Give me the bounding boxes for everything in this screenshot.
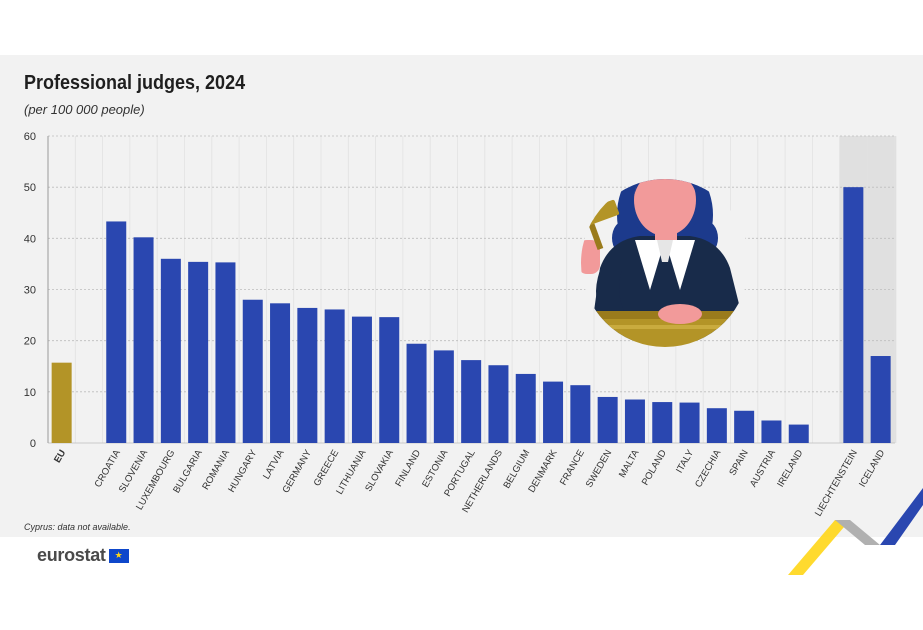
bar-malta: [624, 399, 645, 443]
bar-eu: [51, 362, 72, 443]
category-label: CZECHIA: [693, 447, 724, 489]
bar-liechtenstein: [843, 187, 864, 443]
eu-flag-icon: ★: [108, 548, 129, 563]
bars-layer: [51, 187, 891, 443]
category-label: GREECE: [312, 448, 342, 488]
bar-greece: [324, 309, 345, 443]
bar-finland: [406, 343, 427, 443]
y-tick-label: 30: [24, 285, 36, 297]
category-label: ITALY: [674, 447, 696, 475]
bar-ireland: [788, 424, 809, 443]
chart-title: Professional judges, 2024: [24, 72, 246, 94]
bar-lithuania: [351, 316, 372, 443]
bar-latvia: [270, 303, 291, 443]
bar-germany: [297, 307, 318, 443]
bar-iceland: [870, 356, 891, 443]
bar-romania: [215, 262, 236, 443]
category-label: SPAIN: [727, 448, 750, 478]
eu-flag-stars: ★: [114, 550, 123, 560]
bar-france: [570, 385, 591, 443]
bar-netherlands: [488, 365, 509, 443]
category-label: AUSTRIA: [748, 447, 778, 489]
bar-spain: [734, 410, 755, 443]
bar-bulgaria: [188, 261, 209, 443]
bar-denmark: [543, 381, 564, 443]
category-label: IRELAND: [775, 448, 805, 489]
bar-luxembourg: [160, 258, 181, 443]
category-label: CROATIA: [93, 447, 124, 489]
judge-with-gavel-icon: [581, 179, 749, 347]
bar-italy: [679, 402, 700, 443]
footnote: Cyprus: data not available.: [24, 522, 131, 532]
y-tick-label: 10: [24, 387, 36, 399]
category-label: FRANCE: [558, 448, 587, 487]
bar-belgium: [515, 373, 536, 443]
category-label: SLOVAKIA: [363, 447, 396, 493]
category-label: ESTONIA: [420, 447, 451, 489]
chart-subtitle: (per 100 000 people): [24, 102, 145, 117]
y-tick-label: 20: [24, 336, 36, 348]
y-tick-label: 40: [24, 233, 36, 245]
bar-estonia: [433, 350, 454, 443]
bar-austria: [761, 420, 782, 443]
y-tick-label: 0: [30, 438, 36, 450]
decorative-ribbon: [788, 488, 923, 575]
bar-hungary: [242, 299, 263, 443]
bar-czechia: [706, 408, 727, 443]
bar-poland: [652, 402, 673, 443]
y-tick-label: 60: [24, 131, 36, 143]
bar-slovakia: [379, 317, 400, 443]
bar-portugal: [461, 360, 482, 443]
bar-croatia: [106, 221, 127, 443]
category-label: BELGIUM: [501, 448, 532, 491]
grid-layer: [47, 135, 897, 444]
chart-card: [0, 55, 923, 537]
category-label: POLAND: [640, 448, 669, 487]
bar-slovenia: [133, 237, 154, 443]
eurostat-wordmark: eurostat: [37, 545, 106, 565]
y-tick-label: 50: [24, 182, 36, 194]
category-label: EU: [52, 448, 68, 465]
category-label: LATVIA: [261, 447, 287, 481]
category-label: LIECHTENSTEIN: [813, 448, 860, 519]
category-label: SWEDEN: [584, 448, 614, 490]
category-label: ICELAND: [857, 448, 887, 489]
eurostat-logo: eurostat ★: [37, 545, 129, 566]
category-label: FINLAND: [393, 448, 423, 489]
bar-sweden: [597, 396, 618, 443]
category-label: MALTA: [617, 447, 642, 479]
